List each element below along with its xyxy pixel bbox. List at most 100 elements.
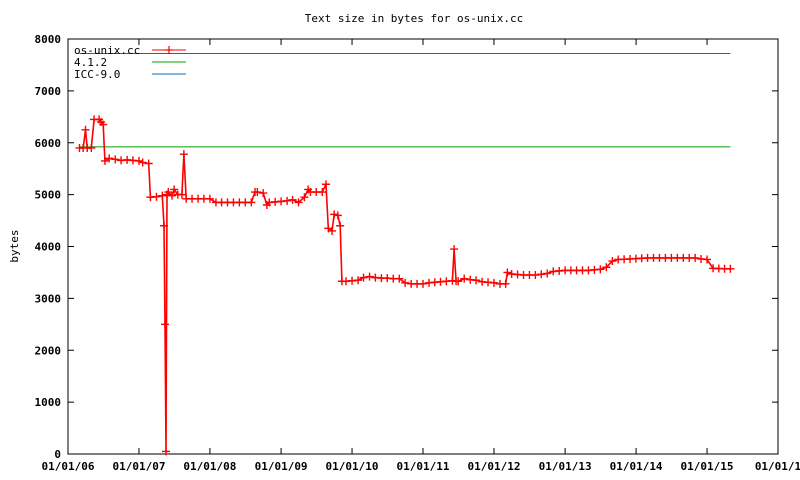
data-point	[336, 221, 345, 230]
data-point	[170, 185, 179, 194]
data-point	[288, 195, 297, 204]
data-point	[111, 155, 120, 164]
data-point	[134, 156, 143, 165]
data-point	[501, 279, 510, 288]
x-tick-label: 01/01/14	[610, 460, 663, 473]
data-point	[177, 190, 186, 199]
data-point	[637, 254, 646, 263]
y-tick-label: 1000	[35, 396, 62, 409]
data-point	[354, 276, 363, 285]
data-point	[590, 265, 599, 274]
y-axis: 0 1000 2000 3000 4000 5000 6000 7000 8000	[35, 33, 778, 461]
data-point	[253, 188, 262, 197]
data-point	[223, 198, 232, 207]
x-tick-label: 01/01/07	[112, 460, 165, 473]
y-tick-label: 2000	[35, 344, 62, 357]
y-tick-label: 8000	[35, 33, 62, 46]
data-point	[99, 120, 108, 129]
data-point	[164, 188, 173, 197]
x-tick-label: 01/01/06	[42, 460, 95, 473]
data-point	[330, 210, 339, 219]
data-point	[714, 264, 723, 273]
y-tick-label: 6000	[35, 137, 62, 150]
data-point	[401, 278, 410, 287]
data-point	[413, 279, 422, 288]
legend-marker	[165, 46, 173, 54]
data-point	[259, 189, 268, 198]
y-tick-label: 0	[54, 448, 61, 461]
data-point	[608, 257, 617, 266]
data-point	[365, 272, 374, 281]
data-point	[430, 278, 439, 287]
data-point	[620, 255, 629, 264]
x-tick-label: 01/01/11	[397, 460, 450, 473]
data-point	[513, 270, 522, 279]
data-point	[271, 197, 280, 206]
legend-label: ICC-9.0	[74, 68, 120, 81]
data-point	[525, 271, 534, 280]
data-point	[454, 277, 463, 286]
x-tick-label: 01/01/1	[755, 460, 800, 473]
series-0	[75, 115, 735, 456]
data-point	[460, 274, 469, 283]
data-point	[703, 255, 712, 264]
data-point	[161, 447, 170, 456]
data-point	[161, 320, 170, 329]
legend-label: 4.1.2	[74, 56, 107, 69]
y-tick-label: 5000	[35, 189, 62, 202]
data-point	[168, 191, 177, 200]
data-point	[602, 263, 611, 272]
y-tick-label: 3000	[35, 292, 62, 305]
data-point	[450, 245, 459, 254]
x-axis: 01/01/06 01/01/07 01/01/08 01/01/09 01/01/10…	[42, 39, 800, 473]
data-point	[144, 159, 153, 168]
data-point	[105, 154, 114, 163]
data-point	[537, 270, 546, 279]
chart-title: Text size in bytes for os-unix.cc	[305, 12, 524, 25]
y-tick-label: 7000	[35, 85, 62, 98]
data-point	[158, 191, 167, 200]
data-point	[328, 226, 337, 235]
data-point	[395, 274, 404, 283]
x-tick-label: 01/01/13	[539, 460, 592, 473]
data-point	[333, 211, 342, 220]
x-tick-label: 01/01/10	[326, 460, 379, 473]
data-point	[283, 196, 292, 205]
data-point	[543, 269, 552, 278]
data-point	[726, 264, 735, 273]
x-tick-label: 01/01/08	[183, 460, 236, 473]
data-point	[160, 221, 169, 230]
data-point	[655, 253, 664, 262]
data-point	[673, 253, 682, 262]
data-point	[685, 253, 694, 262]
data-point	[503, 268, 512, 277]
x-tick-label: 01/01/09	[255, 460, 308, 473]
data-point	[294, 198, 303, 207]
data-point	[566, 266, 575, 275]
data-point	[300, 193, 309, 202]
data-point	[100, 156, 109, 165]
data-point	[81, 125, 90, 134]
data-point	[247, 198, 256, 207]
series-layer	[75, 53, 735, 456]
y-tick-label: 4000	[35, 241, 62, 254]
data-point	[87, 143, 96, 152]
data-point	[235, 198, 244, 207]
data-point	[359, 273, 368, 282]
x-tick-label: 01/01/12	[467, 460, 520, 473]
legend-label: os-unix.cc	[74, 44, 140, 57]
data-point	[321, 180, 330, 189]
data-point	[484, 278, 493, 287]
data-point	[472, 276, 481, 285]
data-point	[578, 266, 587, 275]
data-point	[205, 194, 214, 203]
data-point	[318, 188, 327, 197]
y-axis-label: bytes	[8, 229, 21, 262]
data-point	[152, 192, 161, 201]
data-point	[138, 158, 147, 167]
data-point	[179, 150, 188, 159]
data-point	[555, 266, 564, 275]
